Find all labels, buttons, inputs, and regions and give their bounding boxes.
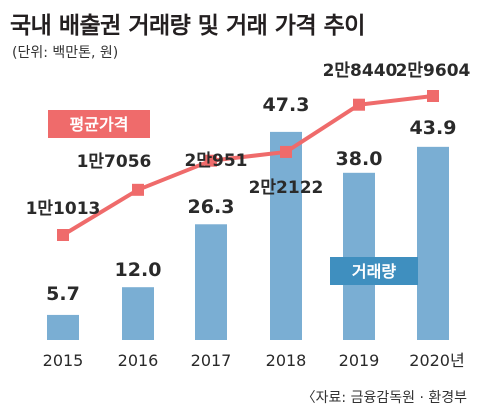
price-value-label: 1만7056 bbox=[77, 152, 152, 172]
bar-value-label: 38.0 bbox=[336, 148, 383, 170]
legend-line-box bbox=[48, 110, 150, 138]
x-tick-label: 2017 bbox=[191, 351, 232, 370]
price-point-2020년 bbox=[427, 90, 439, 102]
price-value-label: 2만951 bbox=[185, 151, 248, 171]
legend-line-label: 평균가격 bbox=[70, 115, 129, 134]
x-tick-label: 2020년 bbox=[409, 351, 464, 370]
price-point-2016 bbox=[132, 183, 144, 196]
legend-bar-box bbox=[330, 257, 418, 285]
price-value-label: 2만9604 bbox=[396, 61, 471, 81]
bar-value-label: 12.0 bbox=[115, 259, 162, 281]
price-value-label: 2만8440 bbox=[323, 61, 398, 81]
bar-2017 bbox=[195, 224, 227, 340]
bar-2020년 bbox=[417, 146, 449, 340]
x-tick-label: 2015 bbox=[43, 351, 84, 370]
x-tick-label: 2016 bbox=[118, 351, 159, 370]
source-note: 〈자료: 금융감독원 · 환경부 bbox=[301, 390, 467, 406]
price-point-2019 bbox=[353, 98, 365, 111]
bar-2018 bbox=[270, 131, 302, 340]
unit-label: (단위: 백만톤, 원) bbox=[12, 45, 119, 61]
x-tick-label: 2018 bbox=[266, 351, 307, 370]
bar-2019 bbox=[343, 172, 375, 340]
bar-value-label: 26.3 bbox=[188, 196, 235, 218]
price-point-2015 bbox=[57, 229, 69, 241]
price-line bbox=[61, 94, 434, 237]
chart-title: 국내 배출권 거래량 및 거래 가격 추이 bbox=[10, 13, 365, 39]
bar-2016 bbox=[122, 287, 154, 340]
x-tick-label: 2019 bbox=[339, 351, 380, 370]
legend-bar-label: 거래량 bbox=[352, 262, 396, 281]
price-value-label: 1만1013 bbox=[26, 199, 101, 219]
bar-value-label: 43.9 bbox=[410, 117, 457, 139]
price-value-label: 2만2122 bbox=[249, 178, 324, 198]
bar-value-label: 47.3 bbox=[263, 94, 310, 116]
bar-value-label: 5.7 bbox=[46, 283, 80, 305]
bar-2015 bbox=[47, 314, 79, 340]
price-point-2017 bbox=[205, 154, 217, 167]
price-point-2018 bbox=[280, 145, 292, 158]
